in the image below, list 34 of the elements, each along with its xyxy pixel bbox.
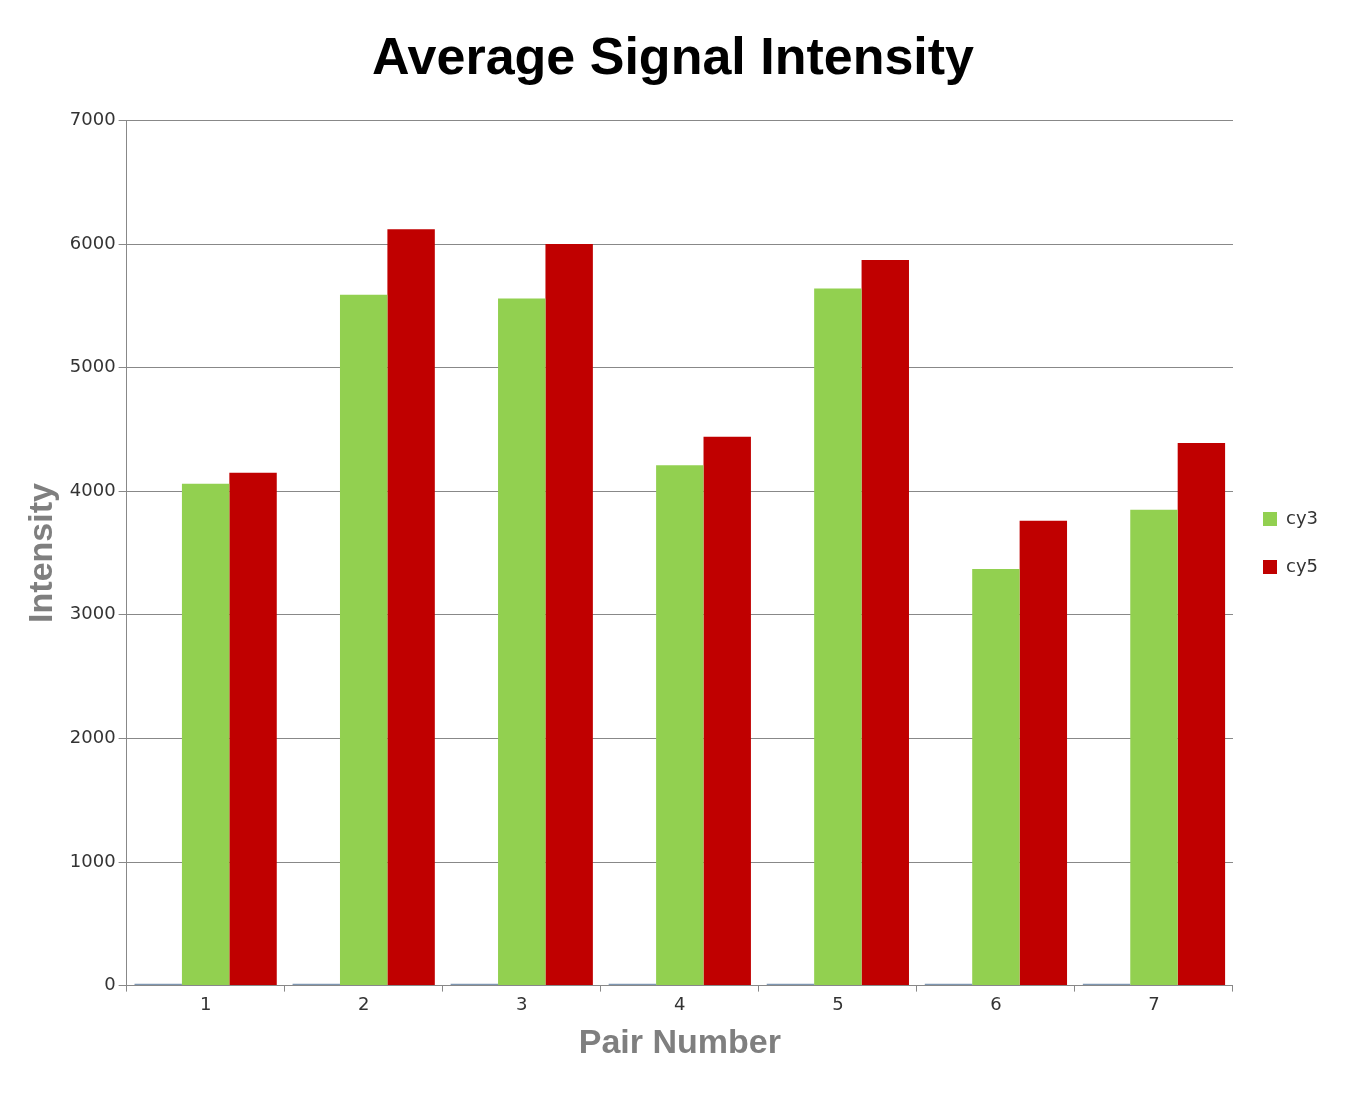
bar (545, 244, 593, 986)
y-tick-label: 7000 (69, 108, 116, 130)
bar (1019, 520, 1068, 986)
x-tick-label: 7 (1148, 993, 1160, 1015)
bar (972, 569, 1020, 986)
legend-label: cy3 (1286, 506, 1319, 528)
bar (1130, 509, 1178, 986)
bar (498, 298, 546, 986)
bar (814, 288, 862, 986)
x-tick-label: 3 (516, 993, 528, 1015)
bar (229, 472, 277, 986)
y-tick-label: 1000 (69, 849, 116, 871)
bar (703, 436, 751, 986)
x-tick-label: 5 (832, 993, 844, 1015)
x-tick-label: 2 (357, 993, 370, 1015)
x-axis-title: Pair Number (578, 1021, 781, 1060)
bar (861, 260, 909, 986)
y-tick-label: 6000 (69, 231, 116, 253)
x-tick-label: 6 (990, 993, 1002, 1015)
bar (387, 229, 435, 986)
chart-title: Average Signal Intensity (371, 26, 975, 85)
bar (1177, 443, 1226, 986)
bar (339, 294, 388, 986)
y-tick-label: 0 (104, 973, 116, 995)
bar (656, 465, 704, 986)
y-tick-label: 4000 (69, 478, 116, 500)
legend-label: cy5 (1286, 554, 1319, 576)
bar (181, 483, 230, 986)
x-tick-label: 1 (199, 993, 212, 1015)
y-tick-label: 3000 (69, 602, 116, 624)
y-axis-title: Intensity (20, 483, 59, 623)
y-tick-label: 5000 (69, 355, 116, 377)
y-tick-label: 2000 (69, 726, 116, 748)
x-tick-label: 4 (674, 993, 686, 1015)
